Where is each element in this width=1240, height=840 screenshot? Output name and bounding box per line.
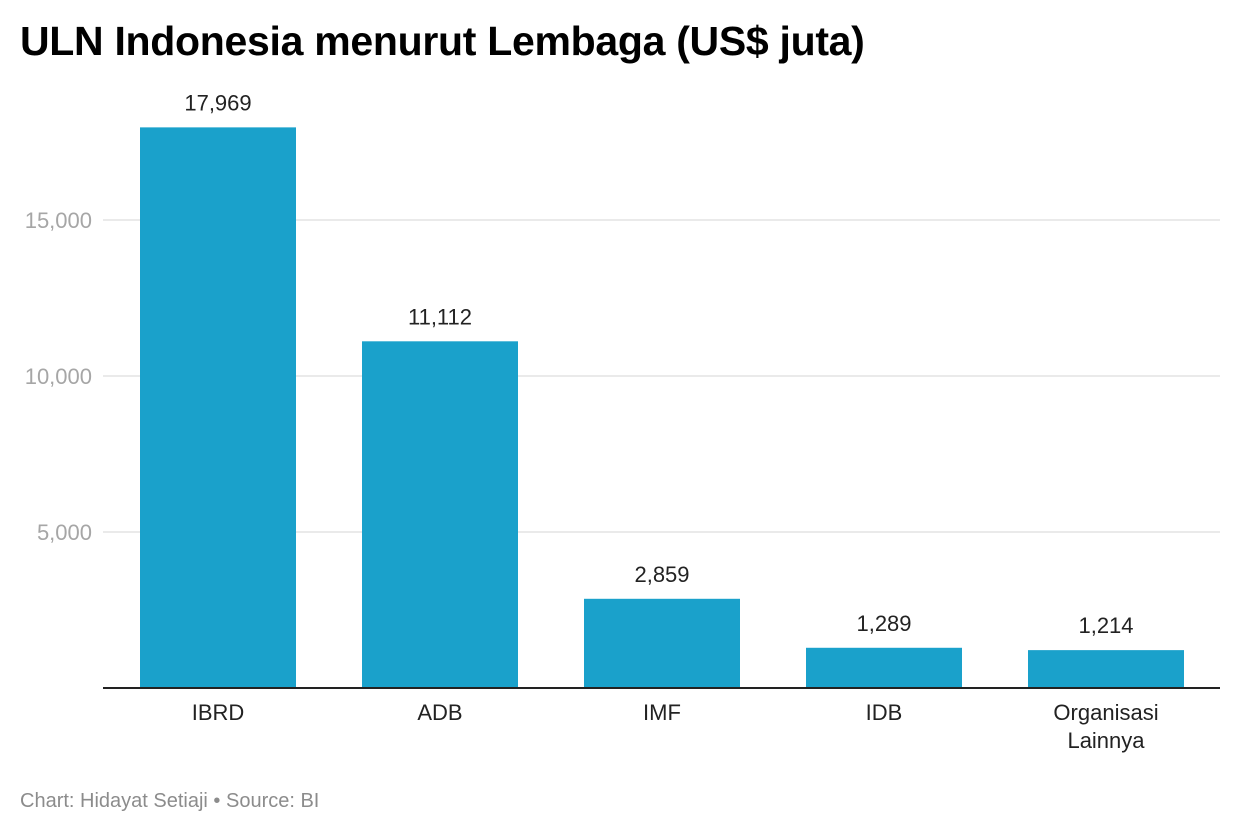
bar [362, 341, 518, 688]
x-tick-label: ADB [417, 700, 462, 725]
bar [1028, 650, 1184, 688]
y-tick-label: 10,000 [25, 364, 92, 389]
data-label: 1,214 [1078, 613, 1133, 638]
data-label: 17,969 [184, 90, 251, 115]
y-tick-label: 15,000 [25, 208, 92, 233]
bar-layer [140, 127, 1184, 689]
chart-credit-source: Chart: Hidayat Setiaji • Source: BI [20, 790, 320, 812]
x-tick-label: IMF [643, 700, 681, 725]
bar [806, 647, 962, 688]
y-tick-label: 5,000 [37, 520, 92, 545]
x-tick-label: IDB [866, 700, 903, 725]
x-tick-label: Organisasi Lainnya [1053, 700, 1158, 753]
data-label: 1,289 [856, 611, 911, 636]
bar [584, 598, 740, 688]
bar [140, 127, 296, 689]
x-tick-label: IBRD [192, 700, 245, 725]
label-layer: 17,969 IBRD 11,112 ADB 2,859 IMF 1,289 IDB 1,214… [103, 90, 1220, 753]
data-label: 2,859 [634, 562, 689, 587]
chart-title: ULN Indonesia menurut Lembaga (US$ juta) [20, 18, 865, 64]
data-label: 11,112 [408, 304, 472, 329]
